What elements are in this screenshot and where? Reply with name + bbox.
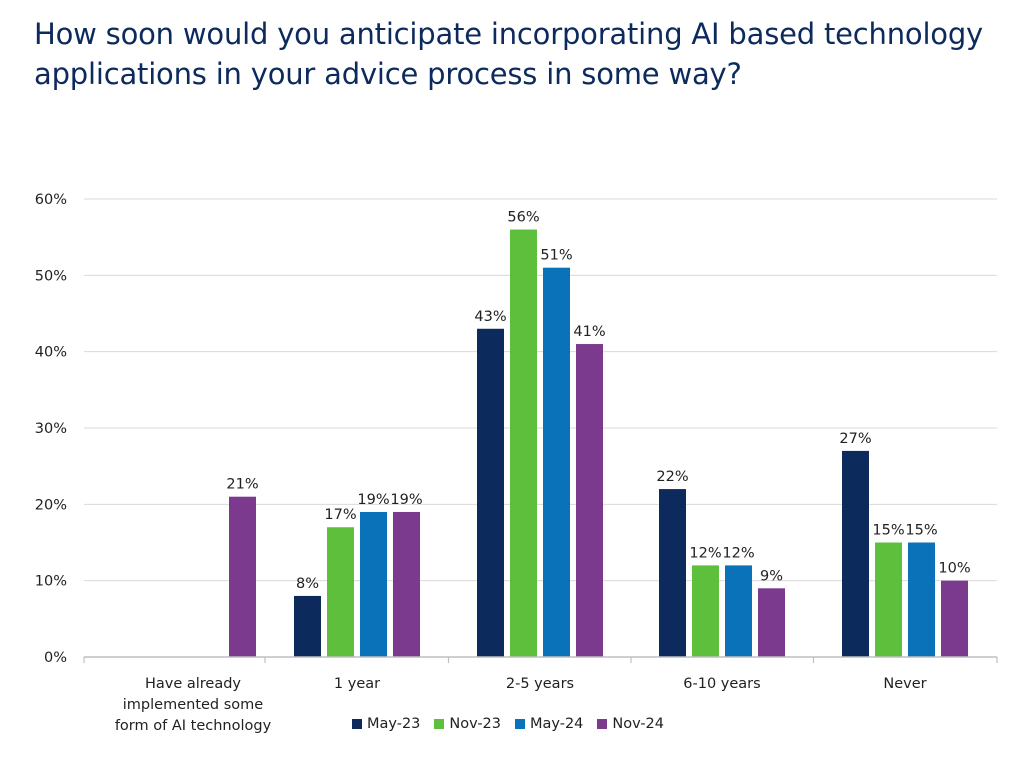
data-label: 19% — [390, 492, 422, 508]
legend-swatch — [597, 719, 608, 729]
data-label: 19% — [357, 492, 389, 508]
x-tick-label: Never — [883, 676, 926, 692]
data-label: 15% — [872, 523, 904, 539]
bar-may-23 — [294, 595, 321, 657]
data-label: 17% — [324, 507, 356, 523]
data-label: 21% — [226, 477, 258, 493]
bars — [229, 229, 968, 658]
legend-item: May-23 — [352, 716, 420, 732]
y-tick-label: 30% — [35, 421, 67, 437]
legend-item: May-24 — [515, 716, 583, 732]
data-label: 56% — [507, 210, 539, 226]
y-tick-label: 10% — [35, 574, 67, 590]
legend: May-23 Nov-23 May-24 Nov-24 — [352, 716, 664, 732]
x-tick-label: 6-10 years — [683, 676, 760, 692]
bar-nov-24 — [941, 580, 968, 657]
data-labels: 8% 43% 22% 27% 17% 56% 12% 15% 19% 51% 12% 15% 21% 19… — [226, 210, 970, 592]
bar-nov-23 — [692, 565, 719, 657]
y-tick-label: 50% — [35, 268, 67, 284]
bar-nov-24 — [229, 496, 256, 657]
bar-may-24 — [908, 542, 935, 657]
x-tick-label: 2-5 years — [506, 676, 574, 692]
legend-label: Nov-23 — [449, 716, 501, 732]
bar-nov-23 — [510, 229, 537, 658]
data-label: 43% — [474, 309, 506, 325]
data-label: 27% — [839, 431, 871, 447]
data-label: 10% — [938, 561, 970, 577]
bar-may-23 — [842, 450, 869, 657]
legend-swatch — [352, 719, 362, 729]
data-label: 41% — [573, 324, 605, 340]
data-label: 12% — [722, 545, 754, 561]
data-label: 51% — [540, 248, 572, 264]
legend-label: May-23 — [367, 716, 421, 732]
data-label: 9% — [760, 568, 783, 584]
x-tick-label: 1 year — [334, 676, 380, 692]
y-tick-label: 40% — [35, 345, 67, 361]
legend-item: Nov-24 — [597, 716, 664, 732]
data-label: 8% — [296, 576, 319, 592]
y-tick-label: 0% — [44, 650, 67, 666]
bar-nov-23 — [327, 527, 354, 657]
x-axis: Have already implemented some form of AI t… — [83, 656, 998, 734]
legend-swatch — [515, 719, 525, 729]
y-tick-label: 20% — [35, 497, 67, 513]
data-label: 12% — [689, 545, 721, 561]
y-axis-tick-labels: 0% 10% 20% 30% 40% 50% 60% — [35, 192, 67, 666]
bar-nov-24 — [576, 344, 603, 657]
legend-swatch — [434, 719, 445, 729]
x-tick-label: Have already implemented some form of AI t… — [115, 676, 272, 734]
bar-nov-23 — [875, 542, 902, 657]
bar-may-24 — [360, 511, 387, 657]
chart-title: How soon would you anticipate incorporat… — [34, 17, 984, 91]
data-label: 22% — [656, 469, 688, 485]
data-label: 15% — [905, 523, 937, 539]
bar-may-24 — [543, 267, 570, 657]
bar-nov-24 — [758, 588, 785, 657]
legend-label: Nov-24 — [612, 716, 664, 732]
y-tick-label: 60% — [35, 192, 67, 208]
legend-label: May-24 — [530, 716, 584, 732]
legend-item: Nov-23 — [434, 716, 501, 732]
bar-may-23 — [659, 489, 686, 657]
bar-nov-24 — [393, 511, 420, 657]
bar-may-24 — [725, 565, 752, 657]
bar-may-23 — [477, 328, 504, 657]
